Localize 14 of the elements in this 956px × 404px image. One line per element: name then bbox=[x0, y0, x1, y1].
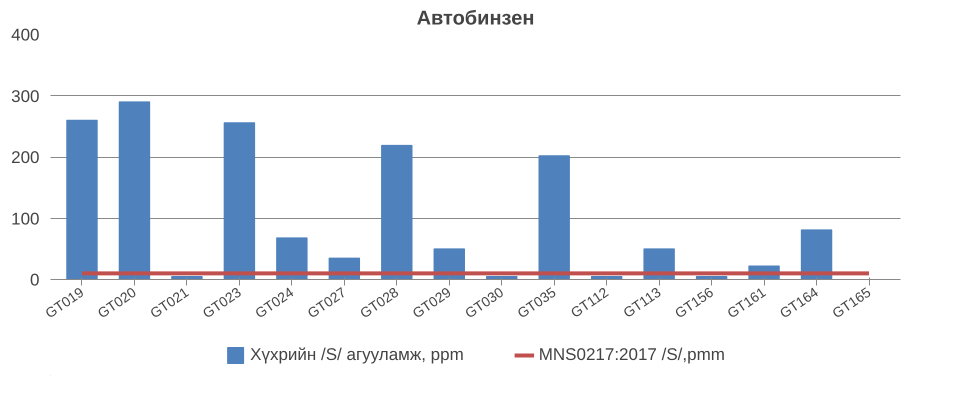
bar bbox=[118, 101, 150, 280]
legend-label: Хүхрийн /S/ агууламж, ppm bbox=[250, 345, 464, 365]
bar bbox=[800, 229, 832, 280]
legend-label: MNS0217:2017 /S/,pmm bbox=[538, 345, 725, 365]
y-tick-label: 300 bbox=[11, 86, 40, 106]
bar bbox=[66, 120, 98, 280]
bar bbox=[381, 144, 413, 280]
bar bbox=[224, 122, 256, 280]
y-tick-label: 400 bbox=[11, 26, 40, 44]
bar bbox=[538, 155, 570, 280]
chart-title: Автобинзен bbox=[416, 8, 534, 30]
y-tick-label: 0 bbox=[30, 270, 40, 290]
y-tick-label: 200 bbox=[11, 148, 40, 167]
y-tick-label: 100 bbox=[11, 209, 40, 228]
